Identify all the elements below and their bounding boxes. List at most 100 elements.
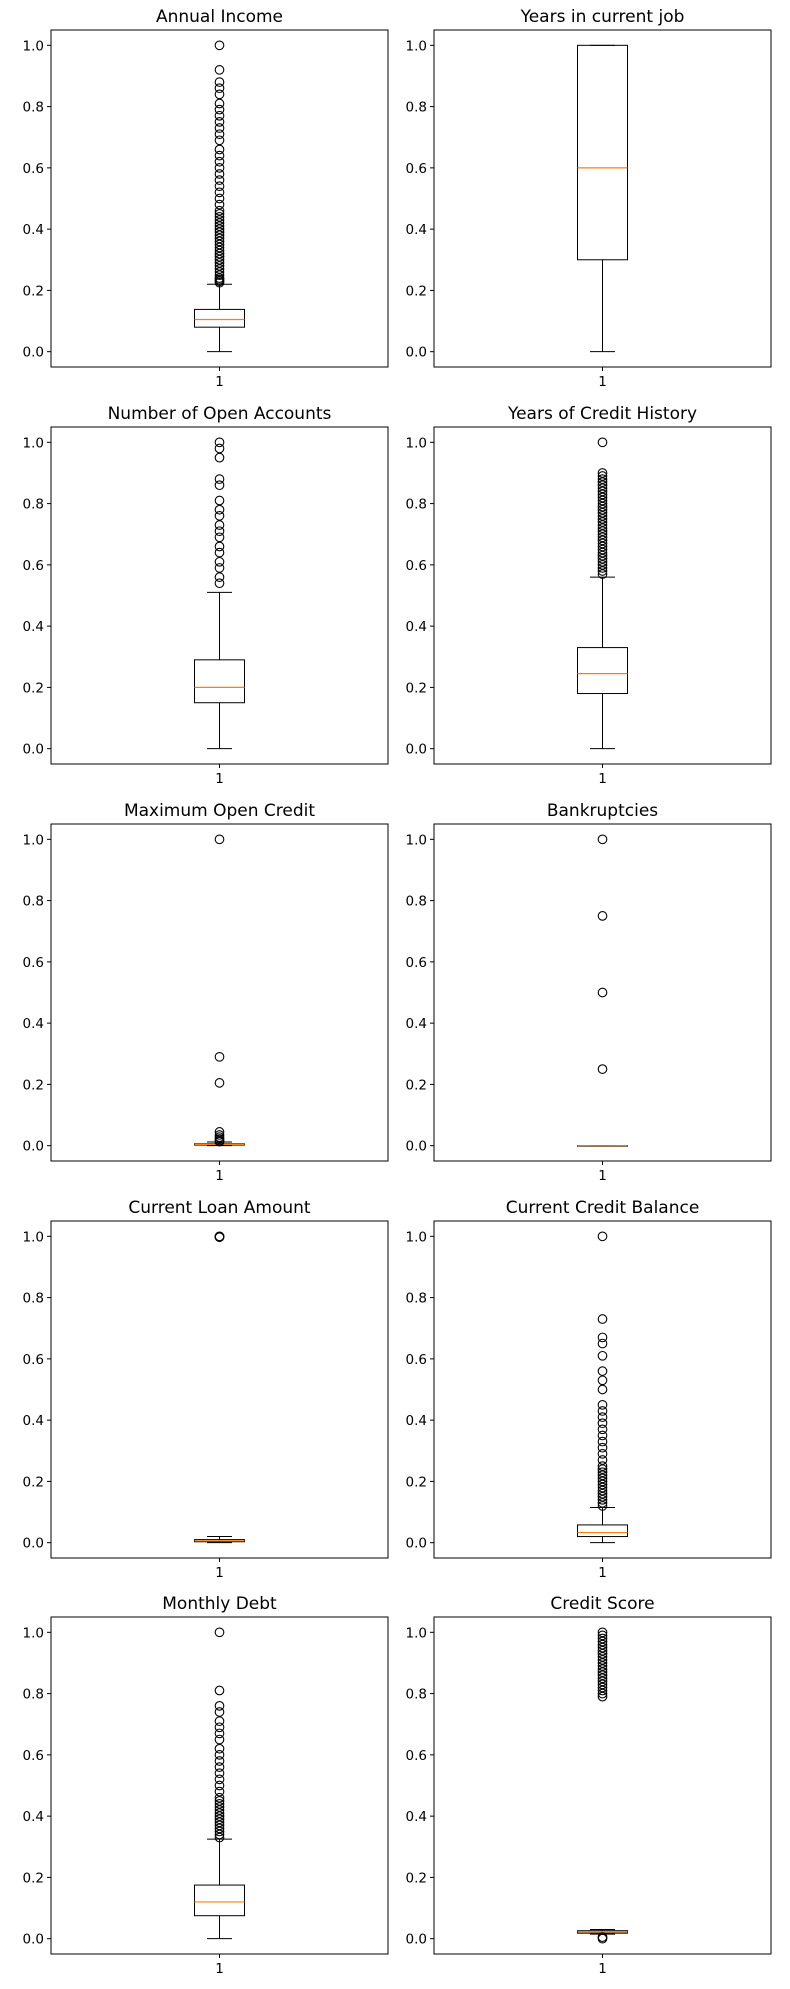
flier-point	[597, 1350, 608, 1361]
y-tick-label: 1.0	[406, 38, 427, 54]
subplot: Current Loan Amount 0.0 0.2 0.4 0.6 0.8 1.0 1	[23, 1198, 389, 1581]
flier-point	[597, 1470, 608, 1481]
flier-point	[214, 1826, 225, 1837]
y-tick-label: 0.4	[406, 619, 427, 635]
subplot-title: Credit Score	[550, 1594, 654, 1614]
y-tick-label: 0.2	[406, 1870, 427, 1886]
flier-point	[597, 1676, 608, 1687]
y-tick-label: 0.4	[23, 1413, 44, 1429]
subplot: Credit Score 0.0 0.2 0.4 0.6 0.8 1.0 1	[406, 1594, 772, 1977]
flier-point	[214, 1078, 225, 1088]
flier-point	[597, 495, 608, 506]
flier-point	[214, 1051, 225, 1062]
flier-point	[597, 480, 608, 491]
flier-point	[214, 163, 225, 173]
flier-point	[214, 1734, 225, 1745]
y-tick-label: 0.6	[406, 1748, 427, 1764]
x-tick-label: 1	[598, 771, 607, 787]
axes-frame	[50, 29, 389, 368]
flier-point	[214, 218, 225, 228]
y-tick-label: 0.6	[406, 1352, 427, 1368]
y-tick-label: 0.8	[406, 1687, 427, 1703]
flier-point	[214, 541, 225, 552]
y-tick-label: 0.4	[23, 1016, 44, 1032]
y-tick-label: 0.2	[23, 283, 44, 299]
y-tick-label: 1.0	[23, 832, 44, 848]
flier-point	[597, 1332, 608, 1343]
flier-point	[597, 468, 608, 478]
flier-point	[597, 1455, 608, 1465]
x-tick-label: 1	[215, 1168, 224, 1184]
y-tick-label: 0.0	[23, 345, 44, 361]
flier-point	[214, 1786, 225, 1797]
flier-point	[597, 569, 608, 579]
flier-point	[214, 1808, 225, 1818]
flier-point	[214, 1627, 225, 1638]
flier-point	[214, 495, 225, 506]
y-tick-label: 1.0	[23, 1229, 44, 1245]
flier-point	[214, 1795, 225, 1806]
flier-point	[597, 1648, 608, 1659]
flier-point	[214, 277, 225, 288]
iqr-box	[577, 647, 628, 695]
flier-point	[214, 175, 225, 185]
flier-point	[214, 1823, 225, 1834]
subplot-title: Annual Income	[156, 7, 283, 27]
y-tick-label: 0.0	[23, 1139, 44, 1155]
flier-point	[597, 526, 608, 537]
y-tick-label: 0.8	[406, 100, 427, 116]
y-tick-label: 0.4	[406, 222, 427, 238]
y-tick-label: 0.0	[23, 1932, 44, 1948]
flier-point	[214, 1743, 225, 1754]
flier-point	[214, 83, 225, 94]
y-tick-label: 0.6	[23, 955, 44, 971]
flier-point	[597, 474, 608, 484]
flier-point	[214, 215, 225, 225]
subplot: Years in current job 0.0 0.2 0.4 0.6 0.8 1.0 1	[406, 7, 772, 390]
flier-point	[597, 1436, 608, 1447]
subplot: Monthly Debt 0.0 0.2 0.4 0.6 0.8 1.0 1	[23, 1594, 389, 1977]
flier-point	[597, 437, 608, 448]
flier-point	[597, 1661, 608, 1671]
flier-point	[597, 486, 608, 497]
flier-point	[214, 129, 225, 140]
flier-point	[597, 514, 608, 524]
y-tick-label: 1.0	[406, 832, 427, 848]
x-tick-label: 1	[215, 374, 224, 390]
flier-point	[597, 1494, 608, 1505]
y-tick-label: 1.0	[23, 435, 44, 451]
flier-point	[597, 1664, 608, 1674]
flier-point	[214, 1768, 225, 1779]
y-tick-label: 0.8	[23, 1687, 44, 1703]
flier-point	[597, 1658, 608, 1668]
flier-point	[597, 523, 608, 533]
y-tick-label: 1.0	[23, 38, 44, 54]
flier-point	[597, 1688, 608, 1699]
flier-point	[214, 480, 225, 491]
flier-point	[214, 123, 225, 133]
x-tick-label: 1	[215, 1565, 224, 1581]
flier-point	[214, 169, 225, 179]
flier-point	[214, 156, 225, 167]
y-tick-label: 1.0	[406, 1229, 427, 1245]
flier-point	[597, 1655, 608, 1665]
x-tick-label: 1	[598, 374, 607, 390]
y-tick-label: 0.6	[23, 161, 44, 177]
flier-point	[597, 507, 608, 518]
flier-point	[597, 538, 608, 549]
axes-frame	[433, 823, 772, 1162]
y-tick-label: 1.0	[406, 435, 427, 451]
flier-point	[214, 270, 225, 280]
flier-point	[214, 254, 225, 265]
y-tick-label: 0.8	[406, 1291, 427, 1307]
flier-point	[597, 520, 608, 530]
flier-point	[597, 529, 608, 540]
flier-point	[214, 245, 225, 256]
flier-point	[214, 572, 225, 582]
flier-point	[214, 520, 225, 530]
subplot: Number of Open Accounts 0.0 0.2 0.4 0.6 0.8 1.…	[23, 404, 389, 787]
flier-point	[214, 257, 225, 268]
flier-point	[214, 242, 225, 253]
y-tick-label: 0.2	[23, 1870, 44, 1886]
